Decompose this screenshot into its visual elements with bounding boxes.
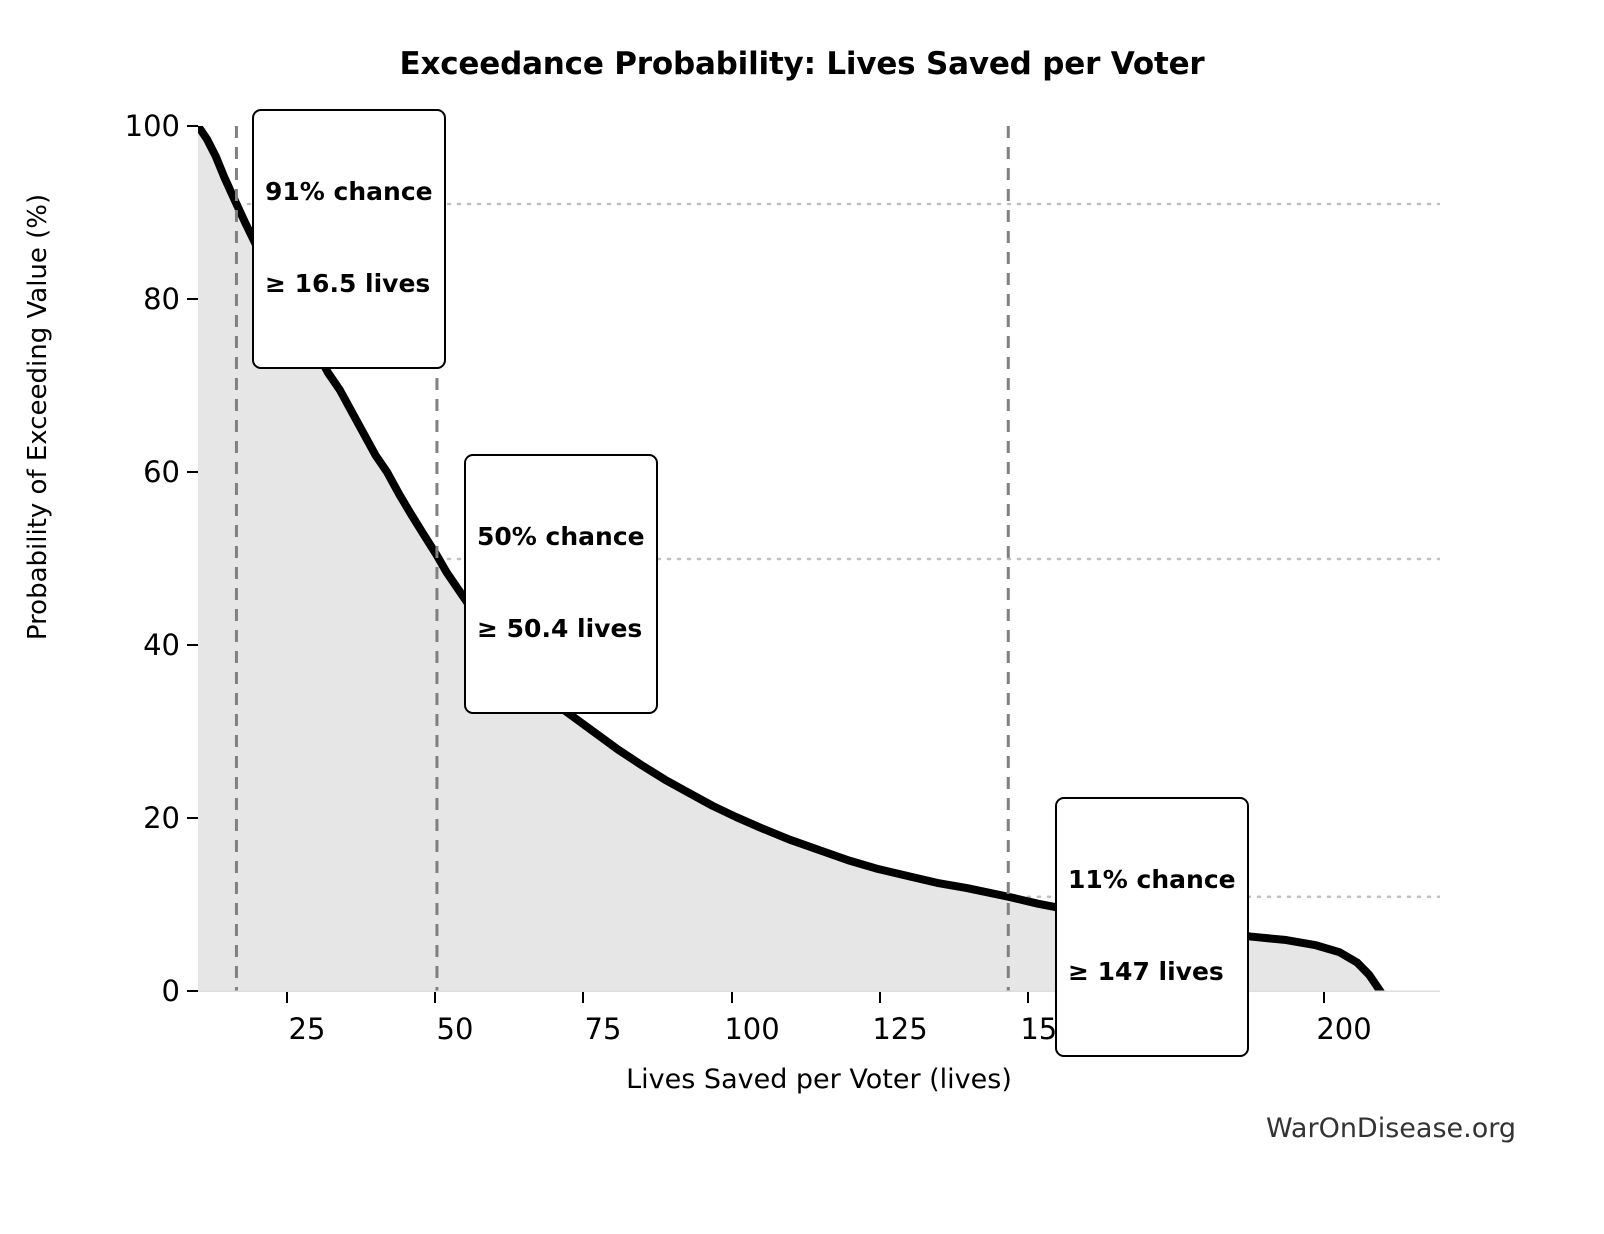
x-tick-label-200: 200 [1316, 1012, 1372, 1046]
annotation-box-91: 91% chance ≥ 16.5 lives [252, 109, 446, 369]
area-fill [198, 126, 1381, 992]
y-tick-mark [187, 471, 198, 473]
page-title: Exceedance Probability: Lives Saved per … [399, 46, 1205, 82]
x-tick-mark [286, 992, 288, 1003]
y-tick-mark [187, 990, 198, 992]
annotation-box-11: 11% chance ≥ 147 lives [1055, 797, 1249, 1057]
annotation-line-2: ≥ 147 lives [1068, 956, 1224, 986]
x-tick-label-50: 50 [436, 1012, 474, 1046]
x-axis-title: Lives Saved per Voter (lives) [626, 1064, 1012, 1095]
x-tick-mark [1027, 992, 1029, 1003]
y-tick-label-20: 20 [143, 801, 180, 835]
y-tick-mark [187, 125, 198, 127]
watermark-text: WarOnDisease.org [1265, 1113, 1516, 1144]
annotation-line-1: 11% chance [1068, 865, 1236, 894]
annotation-line-1: 91% chance [265, 177, 433, 206]
annotation-line-1: 50% chance [477, 522, 645, 551]
x-tick-label-100: 100 [724, 1012, 780, 1046]
x-tick-label-125: 125 [872, 1012, 928, 1046]
y-tick-label-0: 0 [161, 974, 180, 1008]
annotation-box-50: 50% chance ≥ 50.4 lives [464, 454, 658, 714]
x-tick-mark [434, 992, 436, 1003]
y-tick-label-80: 80 [143, 282, 180, 316]
x-tick-mark [1323, 992, 1325, 1003]
x-tick-label-75: 75 [584, 1012, 622, 1046]
y-tick-label-100: 100 [124, 109, 180, 143]
annotation-line-2: ≥ 50.4 lives [477, 613, 643, 643]
y-tick-label-60: 60 [143, 455, 180, 489]
x-tick-mark [582, 992, 584, 1003]
x-tick-mark [731, 992, 733, 1003]
annotation-line-2: ≥ 16.5 lives [265, 268, 431, 298]
y-tick-mark [187, 644, 198, 646]
x-tick-mark [879, 992, 881, 1003]
x-tick-label-25: 25 [288, 1012, 326, 1046]
y-tick-mark [187, 298, 198, 300]
y-tick-label-40: 40 [143, 628, 180, 662]
y-tick-mark [187, 817, 198, 819]
y-axis-title: Probability of Exceeding Value (%) [23, 193, 53, 641]
marker-vertical-lines [234, 126, 1010, 992]
